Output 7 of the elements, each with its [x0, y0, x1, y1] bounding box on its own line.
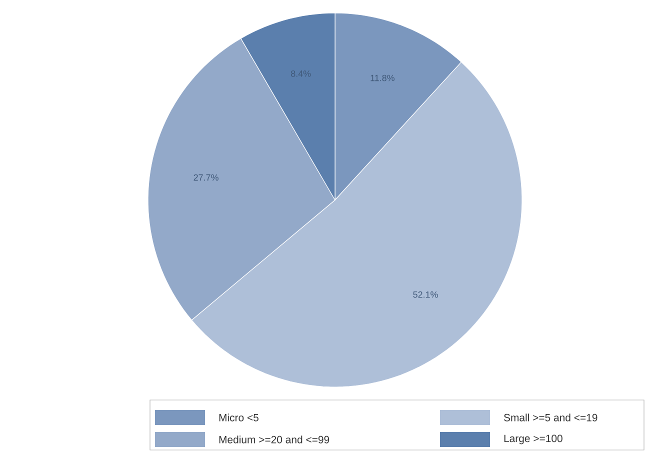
data-label: 27.7% [194, 174, 218, 181]
legend-label: Large >=100 [504, 434, 562, 444]
legend-label: Small >=5 and <=19 [504, 414, 598, 422]
legend-label: Medium >=20 and <=99 [219, 436, 330, 444]
data-label: 52.1% [413, 291, 438, 298]
legend-label: Micro <5 [219, 414, 258, 422]
data-label: 11.8% [370, 74, 394, 82]
